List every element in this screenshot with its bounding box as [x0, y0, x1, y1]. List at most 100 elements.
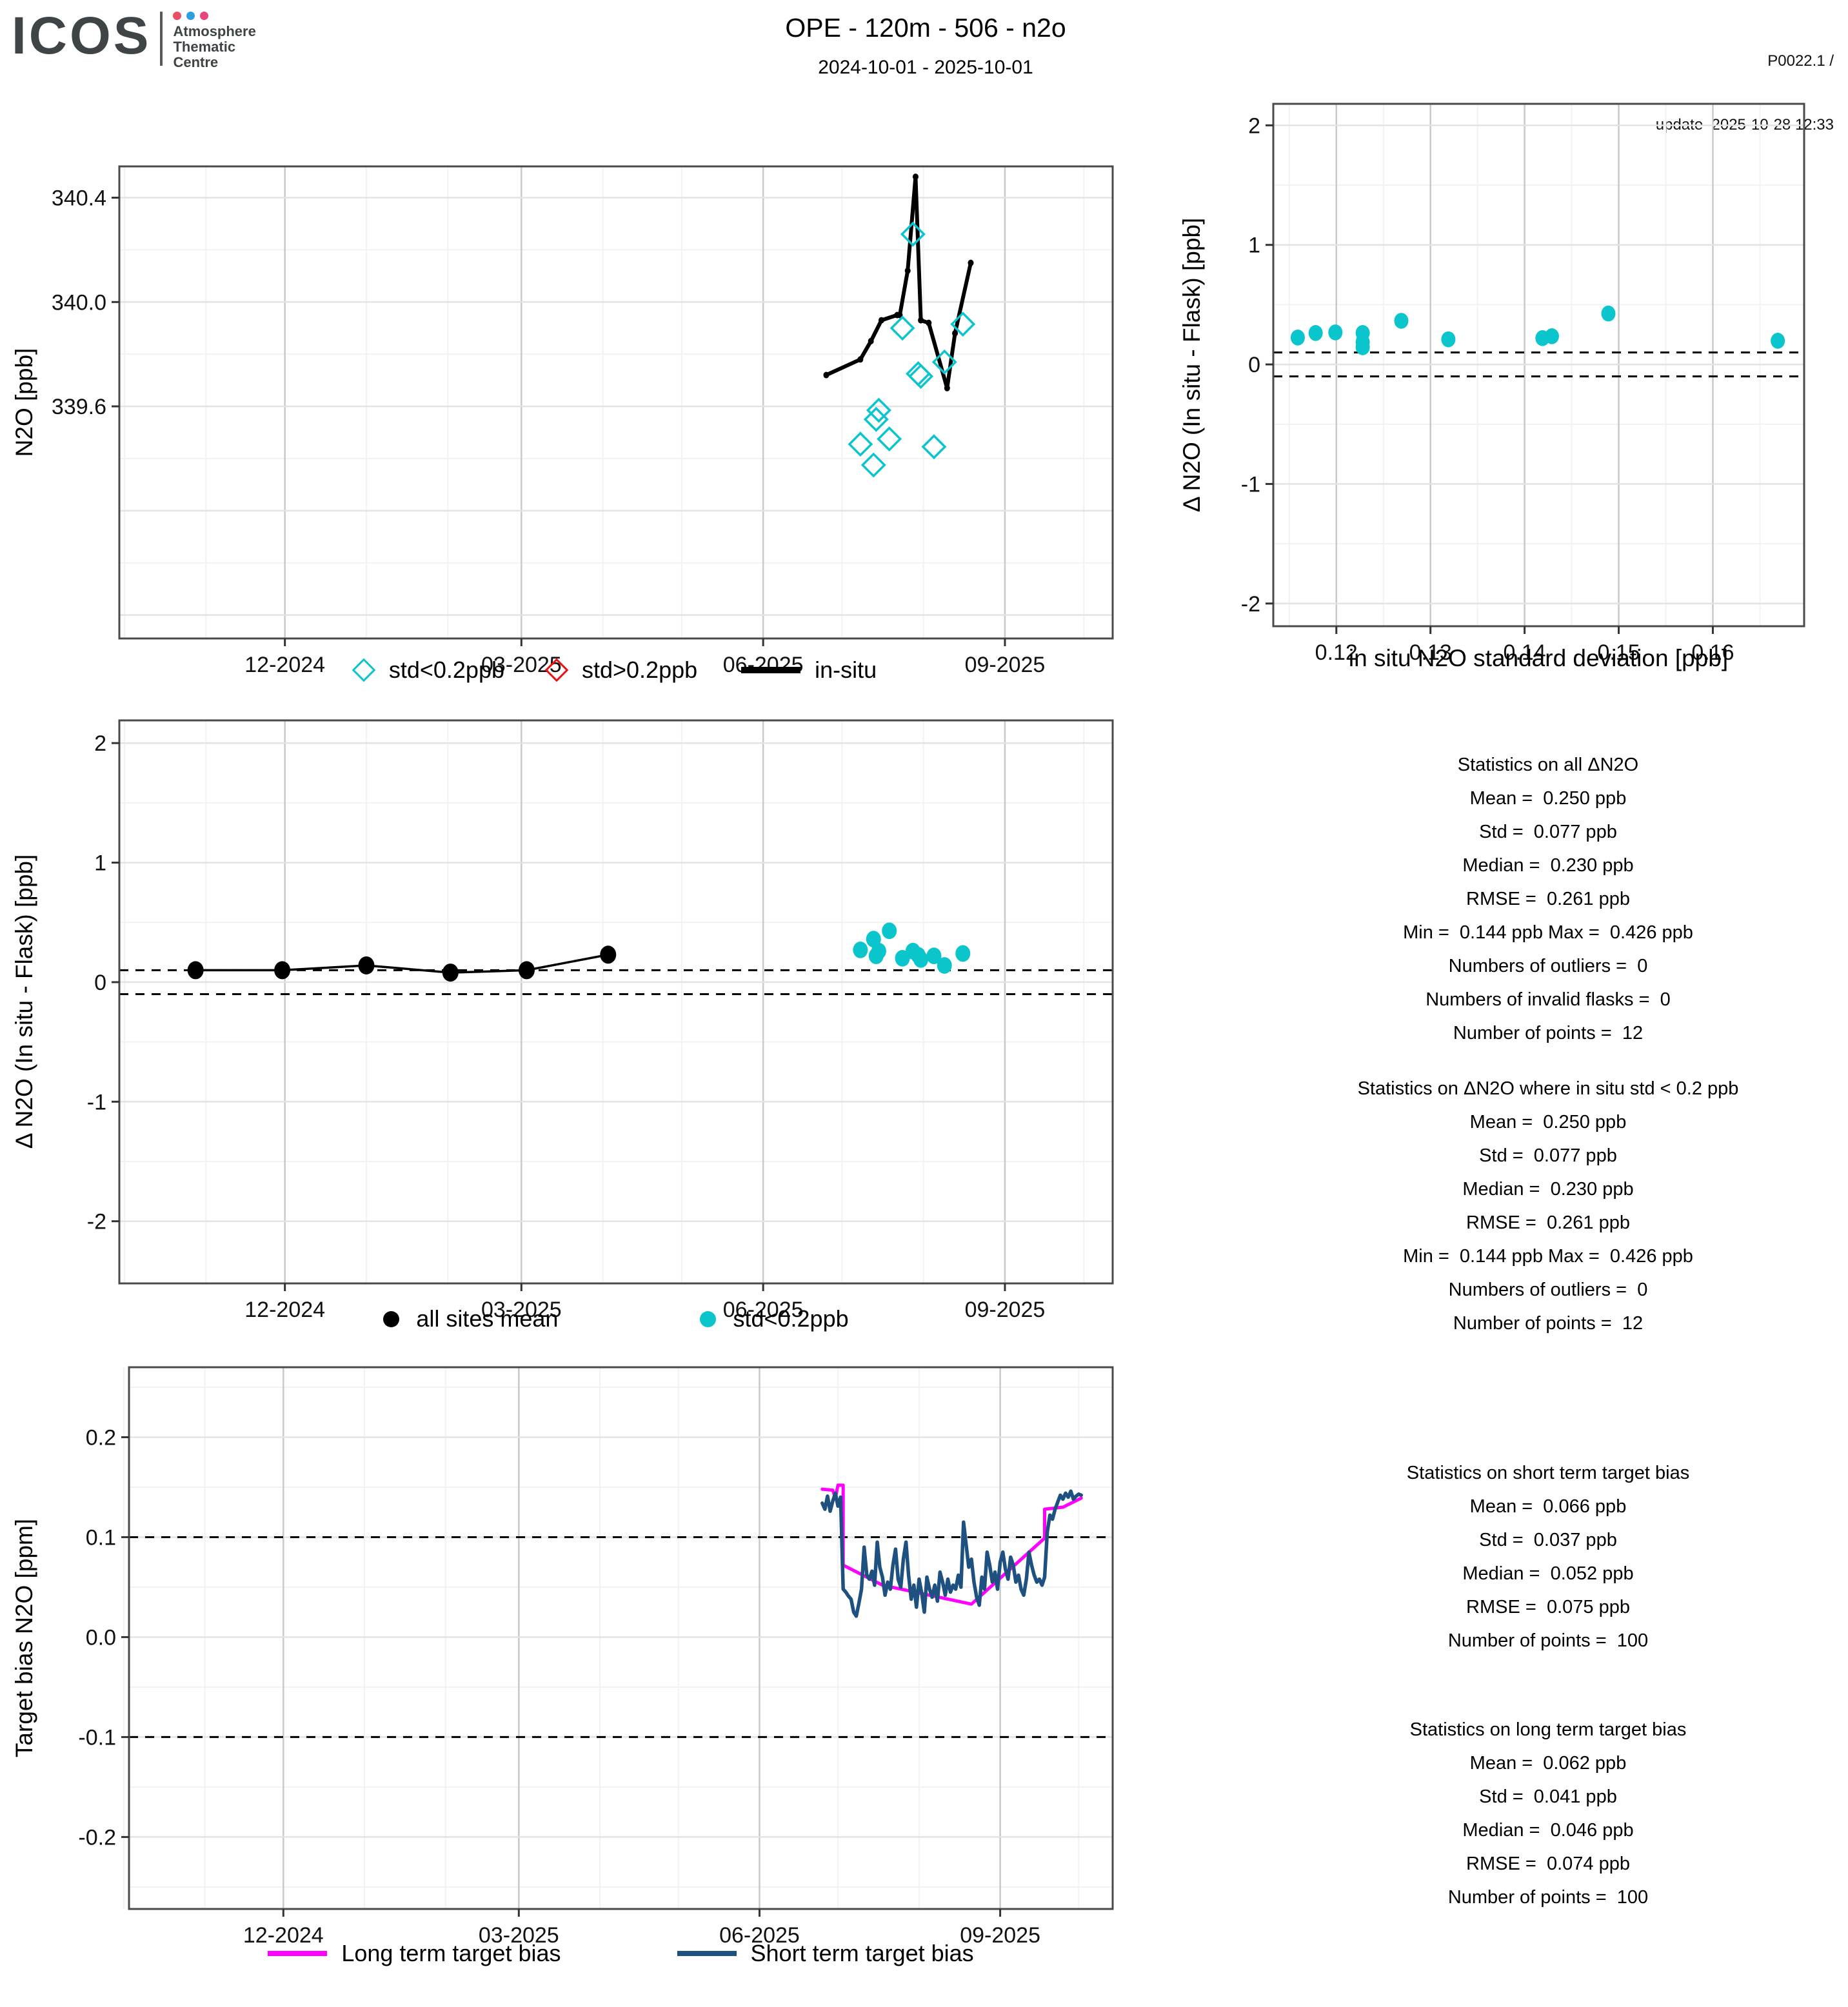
axis-label-n2o: N2O [ppb] [11, 348, 37, 457]
logo-dot-icon [186, 12, 195, 20]
stats-line: Numbers of outliers = 0 [1448, 956, 1648, 976]
stats-line: Statistics on long term target bias [1409, 1719, 1687, 1740]
stats-line: Mean = 0.250 ppb [1469, 1112, 1627, 1132]
stats-line: RMSE = 0.261 ppb [1466, 1212, 1630, 1233]
logo-dept-line: Centre [173, 54, 219, 70]
chart-n2o_timeseries: 12-2024 03-2025 06-2025 09-2025339.6340.034… [52, 165, 1114, 677]
stats-short-term-bias: Statistics on short term target bias Mean… [1274, 1456, 1822, 1657]
stats-line: Mean = 0.250 ppb [1469, 788, 1627, 809]
stats-line: Std = 0.041 ppb [1479, 1786, 1617, 1807]
tick-label: 0.13 [1409, 640, 1452, 665]
tick-label: 12-2024 [243, 1923, 324, 1948]
logo-dept-line: Thematic [173, 39, 236, 55]
tick-label: -0.1 [78, 1725, 116, 1750]
logo-dept: Atmosphere Thematic Centre [173, 8, 256, 70]
revision-id: P0022.1 / [1767, 52, 1834, 70]
icos-brand-text: ICOS [12, 6, 152, 65]
tick-label: 1 [1248, 233, 1260, 258]
legend-label: std<0.2ppb [388, 657, 504, 683]
legend-item-short-term: Short term target bias [677, 1940, 974, 1967]
stats-line: RMSE = 0.075 ppb [1466, 1597, 1630, 1617]
legend-item-std-ok: std<0.2ppb [700, 1305, 849, 1332]
tick-label: 2 [1248, 114, 1260, 138]
diamond-marker-icon [352, 658, 376, 682]
stats-line: Number of points = 100 [1447, 1887, 1649, 1908]
page-title: OPE - 120m - 506 - n2o [785, 13, 1066, 43]
dot-marker-icon [383, 1310, 400, 1327]
tick-label: 0 [1248, 353, 1260, 377]
stats-line: Number of points = 12 [1453, 1313, 1644, 1334]
tick-label: 09-2025 [960, 1923, 1040, 1948]
stats-line: Statistics on short term target bias [1406, 1463, 1690, 1483]
legend-item-std-bad: std>0.2ppb [544, 657, 697, 684]
tick-label: -1 [1241, 472, 1260, 497]
tick-label: 06-2025 [723, 1298, 804, 1322]
tick-label: 1 [94, 851, 106, 876]
stats-line: Std = 0.077 ppb [1479, 1145, 1617, 1166]
tick-label: -2 [87, 1210, 106, 1234]
stats-line: RMSE = 0.261 ppb [1466, 889, 1630, 909]
tick-label: 12-2024 [244, 653, 325, 677]
line-marker-icon [268, 1951, 328, 1956]
stats-line: Min = 0.144 ppb Max = 0.426 ppb [1403, 922, 1693, 943]
tick-label: 0.14 [1504, 640, 1546, 665]
diamond-marker-icon [544, 658, 569, 682]
logo-dept-line: Atmosphere [173, 23, 256, 39]
legend-delta-timeseries: all sites mean std<0.2ppb [119, 1305, 1113, 1332]
logo-dot-icon [200, 12, 209, 20]
tick-label: 340.4 [52, 186, 106, 211]
stats-line: RMSE = 0.074 ppb [1466, 1854, 1630, 1874]
stats-line: Mean = 0.062 ppb [1469, 1753, 1627, 1774]
legend-label: std<0.2ppb [733, 1305, 849, 1332]
stats-line: Std = 0.037 ppb [1479, 1530, 1617, 1550]
stats-line: Mean = 0.066 ppb [1469, 1496, 1627, 1517]
legend-item-insitu: in-situ [741, 657, 877, 684]
stats-line: Min = 0.144 ppb Max = 0.426 ppb [1403, 1246, 1693, 1267]
tick-label: 2 [94, 731, 106, 756]
tick-label: -1 [87, 1090, 106, 1114]
tick-label: 0.15 [1597, 640, 1640, 665]
date-range-subtitle: 2024-10-01 - 2025-10-01 [818, 57, 1033, 78]
legend-label: in-situ [815, 657, 877, 683]
stats-all-delta-n2o: Statistics on all ΔN2O Mean = 0.250 ppb St… [1274, 748, 1822, 1050]
dot-marker-icon [700, 1310, 717, 1327]
logo-dots-icon [173, 12, 255, 20]
chart-delta_timeseries: 12-2024 03-2025 06-2025 09-2025 -2 -1 0 1 2 [87, 719, 1114, 1322]
legend-label: Short term target bias [750, 1940, 974, 1966]
stats-line: Number of points = 12 [1453, 1023, 1644, 1043]
legend-label: all sites mean [416, 1305, 559, 1332]
stats-line: Number of points = 100 [1447, 1630, 1649, 1651]
tick-label: 0.12 [1315, 640, 1358, 665]
legend-target-bias: Long term target bias Short term target … [129, 1940, 1113, 1967]
tick-label: 12-2024 [244, 1298, 325, 1322]
axis-label-std: in situ N2O standard deviation [ppb] [1348, 645, 1729, 671]
stats-line: Std = 0.077 ppb [1479, 822, 1617, 842]
stats-long-term-bias: Statistics on long term target bias Mean … [1274, 1713, 1822, 1914]
stats-line: Statistics on all ΔN2O [1457, 755, 1639, 775]
tick-label: 09-2025 [965, 653, 1046, 677]
icos-logo: ICOS Atmosphere Thematic Centre [12, 8, 256, 70]
stats-line: Median = 0.230 ppb [1462, 855, 1634, 876]
legend-item-long-term: Long term target bias [268, 1940, 561, 1967]
logo-divider [160, 12, 163, 66]
stats-line: Numbers of outliers = 0 [1448, 1280, 1648, 1300]
logo-dot-icon [173, 12, 182, 20]
legend-item-all-sites-mean: all sites mean [383, 1305, 558, 1332]
chart-target_bias: 12-2024 03-2025 06-2025 09-2025 0.2 0.1 0.0 -0.… [78, 1366, 1114, 1948]
chart-delta_vs_std: 0.12 0.13 0.14 0.15 0.16 -2 -1 0 1 2 [1241, 103, 1805, 665]
tick-label: 340.0 [52, 290, 106, 315]
legend-n2o-timeseries: std<0.2ppb std>0.2ppb in-situ [119, 657, 1113, 684]
tick-label: 09-2025 [965, 1298, 1046, 1322]
tick-label: 0.0 [86, 1625, 116, 1650]
line-marker-icon [677, 1951, 737, 1956]
stats-line: Median = 0.230 ppb [1462, 1179, 1634, 1200]
tick-label: 03-2025 [479, 1923, 559, 1948]
tick-label: 0.2 [86, 1425, 116, 1450]
stats-line: Median = 0.046 ppb [1462, 1820, 1634, 1841]
tick-label: -2 [1241, 592, 1260, 617]
tick-label: 0.1 [86, 1525, 116, 1550]
stats-line: Median = 0.052 ppb [1462, 1563, 1634, 1584]
legend-label: Long term target bias [341, 1940, 561, 1966]
